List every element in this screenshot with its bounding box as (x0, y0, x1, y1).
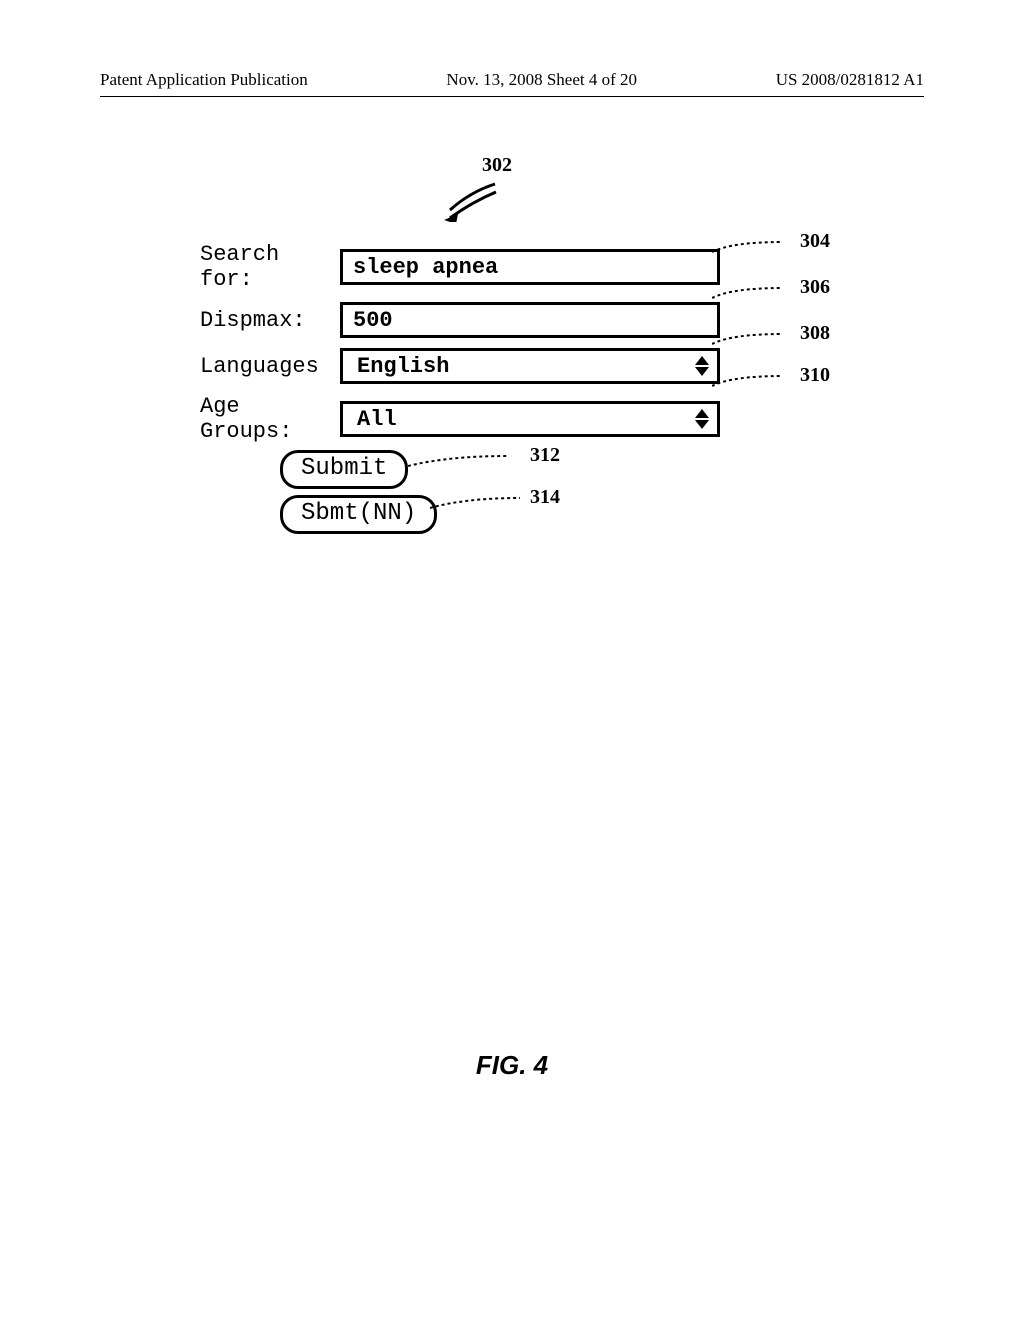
header-sheet-info: Nov. 13, 2008 Sheet 4 of 20 (446, 70, 637, 90)
chevron-up-icon (695, 356, 709, 365)
dispmax-label: Dispmax: (200, 308, 340, 333)
languages-label: Languages (200, 354, 340, 379)
search-input-value: sleep apnea (353, 255, 498, 280)
chevron-down-icon (695, 367, 709, 376)
languages-row: Languages English (200, 348, 720, 384)
figure-caption: FIG. 4 (0, 1050, 1024, 1081)
callout-304: 304 (800, 230, 830, 253)
leader-304 (712, 236, 802, 260)
leader-310 (712, 372, 802, 396)
callout-310: 310 (800, 364, 830, 387)
search-row: Search for: sleep apnea (200, 242, 720, 292)
callout-306: 306 (800, 276, 830, 299)
submit-button[interactable]: Submit (280, 450, 408, 489)
agegroups-select[interactable]: All (340, 401, 720, 437)
callout-308: 308 (800, 322, 830, 345)
search-form: Search for: sleep apnea Dispmax: 500 Lan… (200, 242, 720, 454)
callout-312: 312 (530, 444, 560, 467)
search-input[interactable]: sleep apnea (340, 249, 720, 285)
languages-selected-value: English (357, 354, 449, 379)
dispmax-input[interactable]: 500 (340, 302, 720, 338)
leader-306 (712, 282, 802, 306)
search-for-label: Search for: (200, 242, 340, 292)
header-pub-number: US 2008/0281812 A1 (776, 70, 924, 90)
dispmax-row: Dispmax: 500 (200, 302, 720, 338)
sbmt-nn-button[interactable]: Sbmt(NN) (280, 495, 437, 534)
languages-stepper-icon[interactable] (693, 353, 711, 379)
chevron-down-icon (695, 420, 709, 429)
page-header: Patent Application Publication Nov. 13, … (100, 70, 924, 97)
agegroups-selected-value: All (357, 407, 397, 432)
callout-314: 314 (530, 486, 560, 509)
agegroups-stepper-icon[interactable] (693, 406, 711, 432)
leader-308 (712, 328, 802, 352)
agegroups-label: Age Groups: (200, 394, 340, 444)
chevron-up-icon (695, 409, 709, 418)
dispmax-input-value: 500 (353, 308, 393, 333)
ref-302-callout: 302 (440, 160, 540, 230)
leader-314 (430, 494, 530, 516)
languages-select[interactable]: English (340, 348, 720, 384)
leader-312 (408, 452, 528, 474)
curved-arrow-icon (440, 172, 520, 222)
agegroups-row: Age Groups: All (200, 394, 720, 444)
header-publication: Patent Application Publication (100, 70, 308, 90)
